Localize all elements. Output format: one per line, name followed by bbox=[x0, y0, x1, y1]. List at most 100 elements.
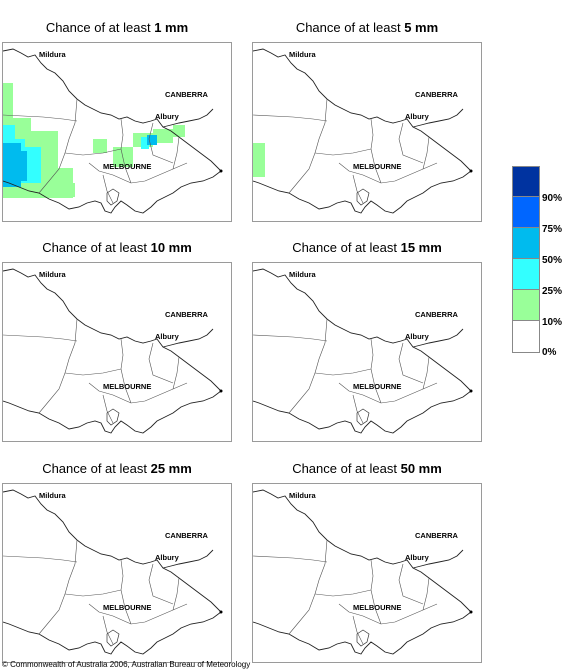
legend-swatch-90 bbox=[512, 166, 540, 197]
legend-swatch-25 bbox=[512, 258, 540, 290]
copyright-notice: © Commonwealth of Australia 2006, Austra… bbox=[2, 660, 251, 669]
panel-15mm: Chance of at least 15 mm Mildura CANBERRA… bbox=[252, 240, 482, 450]
district-boundary bbox=[338, 382, 382, 404]
state-boundary bbox=[253, 611, 472, 655]
city-label-canberra: CANBERRA bbox=[165, 531, 209, 540]
district-boundary bbox=[338, 603, 382, 625]
district-boundary bbox=[148, 122, 174, 164]
legend-swatch-75 bbox=[512, 196, 540, 228]
title-prefix: Chance of at least bbox=[45, 20, 155, 35]
title-amount: 15 mm bbox=[400, 240, 442, 255]
district-boundary bbox=[370, 559, 382, 625]
state-boundary bbox=[162, 549, 214, 569]
state-boundary bbox=[3, 390, 222, 434]
cape-marker bbox=[219, 610, 223, 614]
district-boundary bbox=[3, 555, 78, 563]
panel-title: Chance of at least 15 mm bbox=[252, 240, 482, 256]
city-label-albury: Albury bbox=[155, 553, 180, 562]
district-boundary bbox=[314, 318, 328, 374]
district-boundary bbox=[370, 338, 382, 404]
map-1mm: Mildura CANBERRA Albury MELBOURNE bbox=[2, 42, 232, 222]
title-prefix: Chance of at least bbox=[292, 240, 401, 255]
legend-label-50: 50% bbox=[542, 255, 563, 266]
state-boundary bbox=[253, 268, 472, 392]
district-boundary bbox=[314, 148, 372, 156]
probability-cell bbox=[9, 151, 27, 181]
district-boundary bbox=[3, 114, 78, 122]
district-boundary bbox=[314, 539, 328, 595]
victoria-map: Mildura CANBERRA Albury MELBOURNE bbox=[253, 48, 473, 214]
district-boundary bbox=[120, 338, 132, 404]
title-prefix: Chance of at least bbox=[42, 461, 151, 476]
city-label-mildura: Mildura bbox=[289, 270, 316, 279]
district-boundary bbox=[288, 593, 316, 635]
cape-marker bbox=[469, 389, 473, 393]
district-boundary bbox=[38, 152, 66, 194]
district-boundary bbox=[130, 603, 188, 625]
district-boundary bbox=[352, 615, 364, 645]
city-label-albury: Albury bbox=[405, 112, 430, 121]
probability-cell bbox=[53, 183, 75, 197]
district-boundary bbox=[338, 162, 382, 184]
victoria-map: Mildura CANBERRA Albury MELBOURNE bbox=[3, 489, 223, 655]
panel-title: Chance of at least 10 mm bbox=[2, 240, 232, 256]
district-boundary bbox=[64, 368, 122, 376]
city-label-melbourne: MELBOURNE bbox=[353, 382, 401, 391]
map-10mm: Mildura CANBERRA Albury MELBOURNE bbox=[2, 262, 232, 442]
title-amount: 1 mm bbox=[154, 20, 189, 35]
panel-10mm: Chance of at least 10 mm Mildura CANBERRA… bbox=[2, 240, 232, 450]
state-boundary bbox=[3, 170, 222, 214]
state-boundary bbox=[162, 108, 214, 128]
probability-cell bbox=[173, 125, 185, 137]
cape-marker bbox=[219, 169, 223, 173]
city-label-canberra: CANBERRA bbox=[415, 90, 459, 99]
state-boundary bbox=[253, 489, 472, 613]
panel-1mm: Chance of at least 1 mm Mildura CANBERRA A… bbox=[2, 20, 232, 230]
city-label-canberra: CANBERRA bbox=[165, 90, 209, 99]
state-boundary bbox=[253, 390, 472, 434]
probability-cell bbox=[147, 135, 157, 145]
city-label-canberra: CANBERRA bbox=[165, 310, 209, 319]
state-boundary bbox=[3, 489, 222, 613]
district-boundary bbox=[102, 394, 114, 424]
district-boundary bbox=[64, 148, 122, 156]
district-boundary bbox=[64, 539, 78, 595]
panel-title: Chance of at least 5 mm bbox=[252, 20, 482, 36]
district-boundary bbox=[253, 555, 328, 563]
map-25mm: Mildura CANBERRA Albury MELBOURNE bbox=[2, 483, 232, 663]
cape-marker bbox=[219, 389, 223, 393]
probability-cell bbox=[93, 139, 107, 153]
probability-cell bbox=[141, 137, 149, 149]
state-boundary bbox=[3, 268, 222, 392]
district-boundary bbox=[148, 342, 174, 384]
probability-cell bbox=[253, 143, 265, 177]
district-boundary bbox=[380, 603, 438, 625]
district-boundary bbox=[88, 603, 132, 625]
district-boundary bbox=[102, 174, 114, 204]
port-phillip-bay bbox=[356, 408, 370, 426]
legend-label-10: 10% bbox=[542, 317, 563, 328]
cape-marker bbox=[469, 610, 473, 614]
district-boundary bbox=[422, 577, 430, 611]
city-label-albury: Albury bbox=[155, 332, 180, 341]
city-label-mildura: Mildura bbox=[39, 50, 66, 59]
state-boundary bbox=[412, 108, 464, 128]
district-boundary bbox=[314, 98, 328, 154]
panel-25mm: Chance of at least 25 mm Mildura CANBERRA… bbox=[2, 461, 232, 671]
city-label-mildura: Mildura bbox=[289, 491, 316, 500]
city-label-canberra: CANBERRA bbox=[415, 531, 459, 540]
district-boundary bbox=[130, 382, 188, 404]
victoria-map: Mildura CANBERRA Albury MELBOURNE bbox=[3, 48, 223, 214]
district-boundary bbox=[38, 372, 66, 414]
district-boundary bbox=[253, 334, 328, 342]
panel-title: Chance of at least 1 mm bbox=[2, 20, 232, 36]
title-prefix: Chance of at least bbox=[42, 240, 151, 255]
district-boundary bbox=[88, 382, 132, 404]
legend-label-25: 25% bbox=[542, 286, 563, 297]
legend-label-75: 75% bbox=[542, 224, 563, 235]
state-boundary bbox=[3, 611, 222, 655]
state-boundary bbox=[3, 48, 222, 172]
district-boundary bbox=[422, 356, 430, 390]
title-prefix: Chance of at least bbox=[295, 20, 405, 35]
city-label-mildura: Mildura bbox=[39, 270, 66, 279]
